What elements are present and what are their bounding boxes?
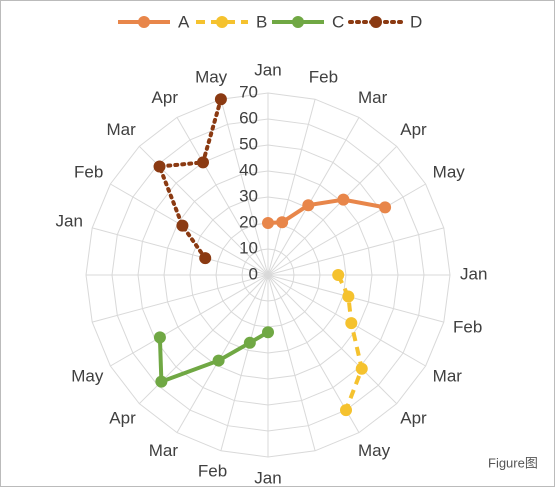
marker	[153, 160, 166, 173]
legend-label: D	[410, 12, 422, 31]
marker	[332, 269, 345, 281]
legend-label: A	[178, 12, 190, 31]
category-label: Jan	[254, 60, 281, 79]
category-label: Jan	[254, 468, 281, 487]
marker	[262, 217, 274, 229]
spoke	[110, 183, 269, 276]
marker	[276, 216, 289, 229]
marker	[153, 331, 166, 344]
y-tick-label: 40	[239, 160, 258, 179]
marker	[212, 354, 225, 367]
legend-marker	[216, 16, 228, 28]
spoke	[92, 227, 269, 276]
legend-marker	[292, 16, 304, 28]
watermark: Figure图	[488, 455, 538, 470]
y-tick-label: 50	[239, 134, 258, 153]
category-label: Jan	[460, 264, 487, 283]
spoke	[110, 274, 269, 367]
spoke	[267, 274, 398, 405]
spoke	[220, 274, 269, 451]
category-label: May	[71, 366, 104, 385]
y-tick-label: 0	[249, 264, 258, 283]
legend-label: B	[256, 12, 267, 31]
spoke	[267, 227, 444, 276]
y-tick-label: 60	[239, 108, 258, 127]
category-label: May	[195, 67, 228, 86]
category-label: Mar	[149, 441, 179, 460]
category-label: Apr	[400, 120, 427, 139]
spoke	[176, 274, 269, 433]
marker	[155, 375, 168, 388]
marker	[197, 156, 209, 169]
spoke	[267, 183, 426, 276]
marker	[302, 199, 315, 212]
y-tick-label: 70	[239, 82, 258, 101]
marker	[337, 193, 350, 206]
marker	[340, 404, 352, 417]
category-label: Apr	[109, 409, 136, 428]
category-label: Apr	[152, 88, 179, 107]
legend-marker	[370, 16, 382, 28]
category-label: Jan	[56, 212, 83, 231]
marker	[199, 252, 212, 265]
category-label: Mar	[106, 120, 136, 139]
spoke	[267, 99, 316, 276]
category-label: Feb	[453, 317, 482, 336]
spoke	[267, 145, 398, 276]
category-label: Apr	[400, 409, 427, 428]
category-label: Feb	[309, 67, 338, 86]
spoke	[267, 117, 360, 276]
spoke	[267, 274, 316, 451]
spoke	[92, 274, 269, 323]
spoke	[267, 274, 444, 323]
category-label: Mar	[358, 88, 388, 107]
y-tick-label: 30	[239, 186, 258, 205]
marker	[355, 362, 368, 375]
spoke	[220, 99, 269, 276]
marker	[243, 336, 256, 349]
legend-marker	[138, 16, 150, 28]
marker	[345, 317, 358, 330]
marker	[379, 201, 392, 214]
legend-label: C	[332, 12, 344, 31]
y-tick-label: 10	[239, 238, 258, 257]
category-label: May	[358, 441, 391, 460]
category-label: May	[433, 162, 466, 181]
marker	[262, 326, 274, 339]
category-label: Mar	[433, 366, 463, 385]
marker	[176, 219, 189, 232]
marker	[214, 93, 227, 106]
y-tick-label: 20	[239, 212, 258, 231]
spoke	[176, 117, 269, 276]
marker	[342, 290, 355, 303]
category-label: Feb	[198, 462, 227, 481]
category-label: Feb	[74, 162, 103, 181]
